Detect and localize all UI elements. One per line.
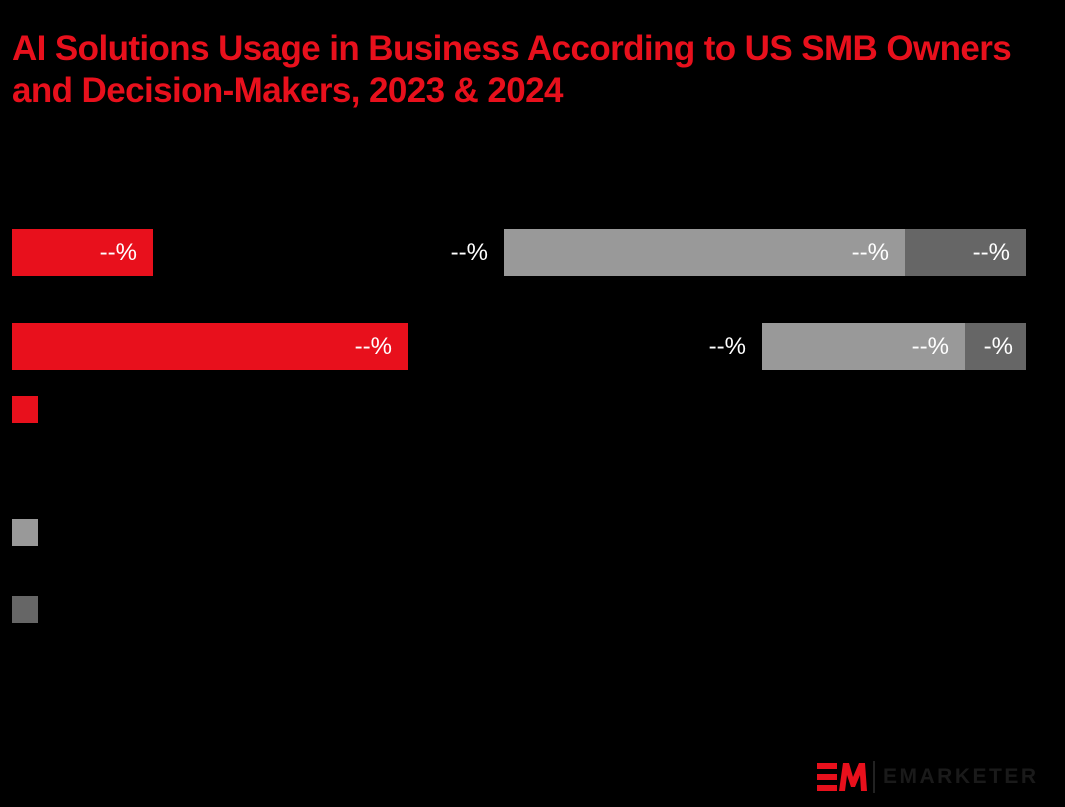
legend-swatch-light-gray <box>12 519 38 546</box>
bar-row2-red: --% <box>12 323 408 370</box>
bar-row2-red-label: --% <box>354 333 392 360</box>
bar-row2-dark-gray: -% <box>965 323 1026 370</box>
em-logo-icon <box>817 763 867 791</box>
bar-row1-red: --% <box>12 229 153 276</box>
bar-row1-light-gray: --% <box>504 229 905 276</box>
bar-row1-dark-gray-label: --% <box>972 239 1010 266</box>
bar-row1-dark-gray: --% <box>905 229 1026 276</box>
row2-outside-label: --% <box>708 333 746 360</box>
bar-row2-light-gray-label: --% <box>911 333 949 360</box>
chart-title: AI Solutions Usage in Business According… <box>12 29 1012 110</box>
bar-row1-red-label: --% <box>99 239 137 266</box>
bar-row2-dark-gray-label: -% <box>983 333 1013 360</box>
legend-swatch-red <box>12 396 38 423</box>
row1-outside-label: --% <box>450 239 488 266</box>
bar-row2-light-gray: --% <box>762 323 965 370</box>
logo-wordmark: EMARKETER <box>883 765 1039 788</box>
bar-row1-light-gray-label: --% <box>851 239 889 266</box>
legend-swatch-dark-gray <box>12 596 38 623</box>
emarketer-logo: EMARKETER <box>817 760 1039 794</box>
logo-separator <box>873 761 875 793</box>
